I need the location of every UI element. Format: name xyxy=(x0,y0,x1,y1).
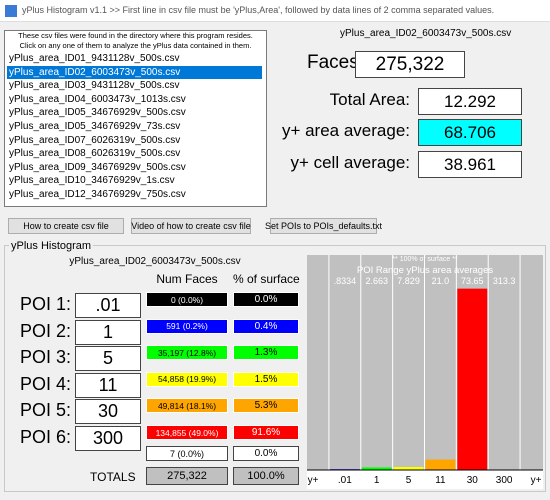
num-faces: 49,814 (18.1%) xyxy=(146,398,228,414)
x-tick-label: 5 xyxy=(406,475,412,486)
file-item[interactable]: yPlus_area_ID02_6003473v_500s.csv xyxy=(7,65,262,79)
poi-input[interactable]: 300 xyxy=(75,426,141,451)
poi-label: POI 3: xyxy=(20,347,72,368)
file-item[interactable]: yPlus_area_ID05_34676929v_500s.csv xyxy=(9,107,186,119)
file-item[interactable]: yPlus_area_ID08_6026319v_500s.csv xyxy=(9,148,181,160)
poi-input[interactable]: .01 xyxy=(75,293,141,318)
poi-input[interactable]: 11 xyxy=(75,372,141,398)
stat-label: y+ area average: xyxy=(281,121,410,140)
chart-title: ** 100% of surface ** xyxy=(392,256,458,263)
x-tick-label: y+ xyxy=(531,475,542,486)
file-item[interactable]: yPlus_area_ID01_9431128v_500s.csv xyxy=(9,53,180,64)
faces-value: 275,322 xyxy=(355,51,465,78)
surface-pct: 5.3% xyxy=(233,398,299,414)
totals-label: TOTALS xyxy=(90,470,136,484)
total-surface: 100.0% xyxy=(233,467,299,485)
file-item[interactable]: yPlus_area_ID03_9431128v_500s.csv xyxy=(9,80,180,92)
histogram-file: yPlus_area_ID02_6003473v_500s.csv xyxy=(69,256,241,267)
selected-file: yPlus_area_ID02_6003473v_500s.csv xyxy=(340,28,512,39)
title-icon xyxy=(5,5,17,17)
range-average: 2.663 xyxy=(365,276,388,286)
surface-pct: 91.6% xyxy=(233,425,299,440)
file-item[interactable]: yPlus_area_ID07_6026319v_500s.csv xyxy=(9,134,181,146)
x-tick-label: 1 xyxy=(374,475,380,486)
num-faces: 134,855 (49.0%) xyxy=(146,425,228,440)
stat-value: 38.961 xyxy=(418,151,522,178)
poi-input[interactable]: 5 xyxy=(75,346,141,372)
num-faces: 54,858 (19.9%) xyxy=(146,371,228,387)
column-header: Num Faces xyxy=(156,272,218,286)
bar xyxy=(393,467,424,470)
file-list[interactable] xyxy=(4,30,267,207)
poi-label: POI 6: xyxy=(20,427,72,447)
bar xyxy=(457,288,488,470)
button[interactable]: Video of how to create csv file xyxy=(131,218,251,234)
stat-value: 68.706 xyxy=(418,119,522,146)
poi-label: POI 1: xyxy=(20,294,72,314)
window-title: yPlus Histogram v1.1 >> First line in cs… xyxy=(22,5,495,15)
x-tick-label: 11 xyxy=(435,475,446,486)
bar xyxy=(425,459,456,470)
range-average: 73.65 xyxy=(461,276,484,286)
x-tick-label: .01 xyxy=(338,475,352,486)
x-tick-label: 30 xyxy=(467,475,479,486)
x-tick-label: y+ xyxy=(308,475,319,486)
poi-label: POI 4: xyxy=(20,373,72,394)
bar xyxy=(361,467,392,470)
x-axis-band xyxy=(307,470,543,489)
histogram-chart: ** 100% of surface ** POI Range yPlus are… xyxy=(307,255,543,489)
stat-label: Total Area: xyxy=(329,90,410,109)
range-average: 7.829 xyxy=(397,276,420,286)
surface-pct: 0.0% xyxy=(233,446,299,461)
file-item[interactable]: yPlus_area_ID12_34676929v_750s.csv xyxy=(9,189,186,200)
file-item[interactable]: yPlus_area_ID10_34676929v_1s.csv xyxy=(9,175,175,187)
file-item[interactable]: yPlus_area_ID05_34676929v_73s.csv xyxy=(9,121,181,132)
button[interactable]: Set POIs to POIs_defaults.txt xyxy=(265,218,382,234)
button[interactable]: How to create csv file xyxy=(8,218,124,234)
column-header: % of surface xyxy=(233,272,300,286)
title-bar xyxy=(0,0,550,22)
stat-label: y+ cell average: xyxy=(290,153,410,172)
num-faces: 591 (0.2%) xyxy=(146,318,228,334)
group-box xyxy=(4,245,546,492)
poi-label: POI 5: xyxy=(20,400,72,421)
file-item[interactable]: yPlus_area_ID04_6003473v_1013s.csv xyxy=(9,93,186,105)
poi-label: POI 2: xyxy=(20,320,72,341)
surface-pct: 1.5% xyxy=(233,371,299,387)
faces-label: Faces: xyxy=(307,52,365,73)
poi-input[interactable]: 30 xyxy=(75,399,141,425)
total-faces: 275,322 xyxy=(146,467,228,485)
range-average: .8334 xyxy=(334,276,357,286)
surface-pct: 0.0% xyxy=(233,292,299,307)
x-tick-label: 300 xyxy=(496,475,513,486)
range-average: 313.3 xyxy=(493,276,516,286)
num-faces: 0 (0.0%) xyxy=(146,292,228,307)
num-faces: 7 (0.0%) xyxy=(146,446,228,461)
chart-subtitle: POI Range yPlus area averages xyxy=(357,265,493,276)
surface-pct: 1.3% xyxy=(233,345,299,361)
file-item[interactable]: yPlus_area_ID09_34676929v_500s.csv xyxy=(9,161,186,173)
num-faces: 35,197 (12.8%) xyxy=(146,345,228,361)
surface-pct: 0.4% xyxy=(233,318,299,334)
stat-value: 12.292 xyxy=(418,88,522,115)
intro-text: Click on any one of them to analyze the … xyxy=(19,41,252,50)
intro-text: These csv files were found in the direct… xyxy=(18,31,253,40)
range-average: 21.0 xyxy=(432,276,450,286)
group-label: yPlus Histogram xyxy=(9,240,94,252)
poi-input[interactable]: 1 xyxy=(75,319,141,345)
